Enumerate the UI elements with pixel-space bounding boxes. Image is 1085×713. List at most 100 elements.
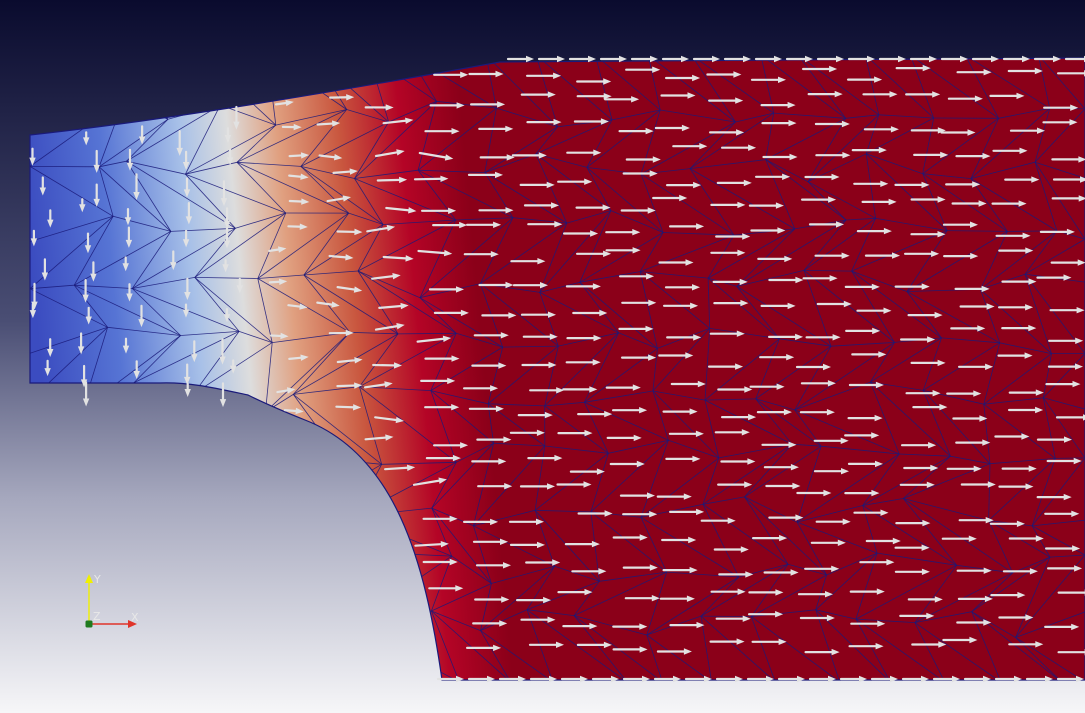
velocity-arrow-glyph — [568, 55, 596, 63]
mesh-edge — [293, 386, 360, 395]
velocity-arrow-glyph — [815, 152, 851, 159]
mesh-edge — [357, 270, 421, 299]
velocity-arrow-glyph — [412, 477, 447, 486]
velocity-arrow-glyph — [425, 454, 461, 462]
mesh-edge — [1024, 230, 1058, 275]
velocity-arrow-glyph — [1045, 380, 1081, 388]
velocity-arrow-glyph — [805, 334, 841, 341]
mesh-edge — [704, 400, 720, 458]
mesh-edge — [855, 564, 957, 620]
velocity-arrow-glyph — [859, 559, 895, 566]
mesh-edge — [484, 108, 497, 173]
mesh-edge — [639, 271, 710, 329]
velocity-arrow-glyph — [557, 178, 593, 185]
mesh-edge — [865, 58, 934, 119]
mesh-edge — [126, 104, 221, 162]
mesh-edge — [803, 217, 876, 271]
mesh-edge — [479, 217, 514, 284]
velocity-arrow-glyph — [184, 382, 191, 398]
velocity-arrow-glyph — [384, 464, 416, 471]
mesh-edge — [646, 576, 740, 636]
velocity-arrow-glyph — [422, 515, 458, 522]
mesh-edge — [194, 277, 258, 279]
mesh-edge — [707, 234, 735, 279]
velocity-arrow-glyph — [364, 381, 393, 389]
mesh-edge — [74, 231, 172, 286]
velocity-arrow-glyph — [998, 614, 1034, 621]
velocity-arrow-glyph — [537, 55, 565, 63]
velocity-arrow-glyph — [942, 636, 978, 644]
mesh-edge — [480, 609, 528, 631]
mesh-edge — [431, 507, 492, 584]
mesh-edge — [480, 222, 568, 284]
mesh-edge — [702, 496, 745, 505]
mesh-edge — [797, 58, 847, 119]
mesh-edge — [700, 615, 776, 680]
mesh-edge — [744, 496, 789, 565]
velocity-arrow-glyph — [907, 596, 943, 603]
velocity-arrow-glyph — [414, 540, 449, 548]
velocity-arrow-glyph — [618, 325, 654, 333]
velocity-arrow-glyph — [376, 176, 408, 184]
velocity-arrow-glyph — [894, 181, 930, 189]
velocity-arrow-glyph — [556, 481, 592, 488]
mesh-edge — [573, 581, 600, 616]
velocity-arrow-glyph — [861, 198, 897, 206]
mesh-edge — [922, 173, 948, 231]
velocity-arrow-glyph — [474, 596, 510, 603]
mesh-edge — [1042, 397, 1085, 459]
mesh-edge — [126, 160, 236, 229]
mesh-edge — [257, 212, 349, 279]
mesh-edge — [639, 271, 658, 349]
mesh-edge — [826, 552, 878, 576]
mesh-edge — [354, 169, 419, 179]
velocity-arrow-glyph — [510, 258, 546, 265]
mesh-edge — [830, 342, 895, 347]
mesh-edge — [194, 228, 236, 278]
mesh-edge — [303, 270, 359, 276]
mesh-edge — [855, 552, 878, 620]
velocity-arrow-glyph — [522, 333, 558, 340]
velocity-arrow-glyph — [894, 568, 930, 575]
velocity-arrow-glyph — [133, 173, 140, 201]
velocity-arrow-glyph — [804, 173, 840, 181]
velocity-arrow-glyph — [748, 202, 784, 209]
mesh-edge — [431, 555, 453, 612]
mesh-edge — [704, 328, 711, 401]
mesh-edge — [709, 328, 780, 340]
mesh-edge — [760, 58, 775, 114]
velocity-arrow-glyph — [800, 380, 836, 387]
velocity-arrow-glyph — [82, 381, 90, 407]
velocity-arrow-glyph — [527, 221, 563, 228]
velocity-arrow-glyph — [992, 147, 1028, 154]
mesh-edge — [535, 58, 558, 127]
mesh-edge — [131, 231, 172, 289]
velocity-arrow-glyph — [576, 93, 612, 100]
mesh-edge — [257, 278, 273, 343]
mesh-edge — [875, 217, 948, 231]
velocity-arrow-glyph — [220, 180, 228, 207]
velocity-arrow-glyph — [30, 229, 38, 247]
velocity-arrow-glyph — [754, 55, 782, 63]
mesh-edge — [914, 565, 958, 623]
velocity-arrow-glyph — [1008, 389, 1044, 396]
velocity-arrow-glyph — [666, 334, 702, 341]
mesh-edge — [865, 114, 880, 154]
mesh-edge — [983, 342, 1001, 405]
velocity-arrow-glyph — [599, 55, 627, 63]
mesh-edge — [803, 270, 895, 343]
mesh-edge — [534, 445, 546, 511]
mesh-edge — [573, 615, 647, 636]
mesh-edge — [878, 114, 934, 119]
velocity-arrow-glyph — [605, 384, 641, 391]
velocity-arrow-glyph — [472, 538, 508, 545]
velocity-arrow-glyph — [421, 207, 457, 214]
mesh-edge — [590, 440, 669, 513]
velocity-arrow-glyph — [849, 588, 885, 595]
mesh-edge — [539, 222, 568, 293]
mesh-edge — [419, 217, 514, 299]
mesh-edge — [794, 409, 900, 455]
velocity-arrow-glyph — [814, 252, 850, 259]
